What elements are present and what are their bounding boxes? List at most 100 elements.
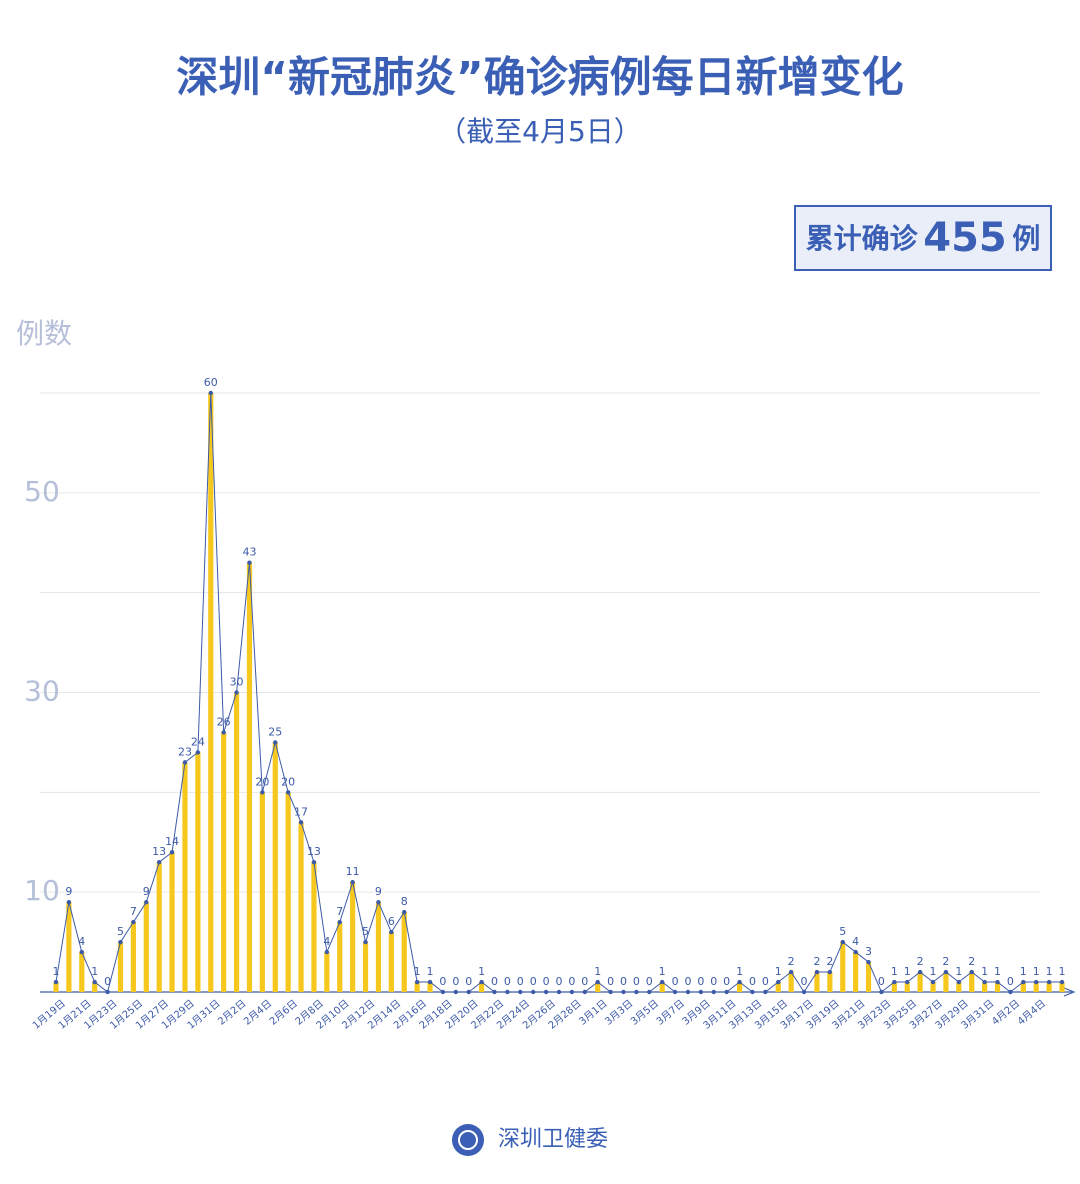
bar [169, 852, 175, 992]
bar [659, 982, 665, 992]
bar [427, 982, 433, 992]
x-tick-label: 2月2日 [216, 997, 249, 1027]
point [92, 979, 97, 985]
value-label: 0 [491, 975, 498, 988]
x-tick-label: 2月4日 [241, 997, 274, 1027]
value-label: 0 [723, 975, 730, 988]
value-label: 8 [401, 895, 408, 908]
total-text: 累计确诊 455 例 [806, 215, 1041, 261]
bar [814, 972, 820, 992]
point [363, 939, 368, 945]
value-label: 0 [556, 975, 563, 988]
point [324, 949, 330, 955]
bar [479, 982, 485, 992]
source: 深圳卫健委 [498, 1127, 608, 1152]
value-label: 7 [336, 905, 343, 918]
point [311, 860, 317, 865]
value-label: 4 [78, 935, 85, 948]
value-label: 0 [607, 975, 614, 988]
y-axis-label: 例数 [16, 317, 72, 350]
value-label: 24 [191, 735, 205, 748]
point [376, 899, 381, 905]
value-label: 1 [904, 965, 911, 978]
point [350, 879, 355, 885]
value-label: 6 [388, 915, 395, 928]
point [1034, 979, 1039, 985]
point [866, 959, 871, 965]
point [879, 989, 884, 995]
value-label: 9 [65, 885, 72, 898]
point [608, 989, 613, 995]
value-label: 11 [346, 865, 360, 878]
value-label: 0 [684, 975, 691, 988]
bar [362, 942, 369, 992]
point [698, 989, 704, 995]
bar [285, 792, 291, 992]
point [221, 730, 226, 735]
point [853, 949, 858, 955]
value-label: 4 [323, 935, 330, 948]
point [634, 989, 639, 995]
bar [92, 982, 98, 992]
value-label: 0 [801, 975, 808, 988]
value-label: 1 [427, 965, 434, 978]
value-label: 5 [839, 925, 846, 938]
bar [1059, 982, 1065, 992]
value-label: 1 [955, 965, 962, 978]
bar [775, 982, 781, 992]
value-label: 2 [813, 955, 820, 968]
value-label: 0 [465, 975, 472, 988]
x-tick-label: 3月3日 [603, 997, 636, 1027]
point [647, 989, 652, 995]
value-label: 1 [930, 965, 937, 978]
value-label: 2 [917, 955, 924, 968]
point [582, 989, 587, 995]
bar [891, 982, 897, 992]
value-label: 0 [620, 975, 627, 988]
value-label: 0 [646, 975, 653, 988]
bar [246, 562, 253, 992]
value-label: 0 [878, 975, 885, 988]
bar [311, 862, 317, 992]
point [531, 989, 536, 995]
point [672, 989, 678, 995]
value-label: 1 [1059, 965, 1066, 978]
value-label: 9 [375, 885, 382, 898]
bar [117, 942, 124, 992]
total-box [794, 205, 1052, 271]
point [260, 790, 265, 795]
point [685, 989, 691, 995]
point [131, 919, 136, 925]
point [930, 979, 936, 985]
point [801, 989, 807, 995]
bar [736, 982, 743, 992]
point [66, 899, 72, 905]
value-label: 30 [230, 676, 244, 689]
value-label: 43 [242, 546, 256, 559]
x-tick-label: 3月5日 [628, 997, 661, 1027]
point [53, 979, 59, 985]
value-label: 1 [414, 965, 421, 978]
value-label: 13 [307, 845, 321, 858]
value-label: 3 [865, 945, 872, 958]
point [995, 979, 1000, 985]
value-label: 1 [478, 965, 485, 978]
value-label: 1 [775, 965, 782, 978]
bar [788, 972, 794, 992]
bar [208, 393, 214, 992]
value-label: 0 [439, 975, 446, 988]
point [453, 989, 459, 995]
point [144, 899, 149, 905]
bar [840, 942, 846, 992]
point [917, 969, 923, 975]
point [543, 989, 549, 995]
value-label: 0 [104, 975, 111, 988]
bar [375, 902, 382, 992]
bar [156, 862, 162, 992]
bar [401, 912, 407, 992]
value-label: 0 [1007, 975, 1014, 988]
value-label: 0 [710, 975, 717, 988]
point [389, 929, 394, 935]
bar [195, 752, 201, 992]
point [956, 979, 962, 985]
